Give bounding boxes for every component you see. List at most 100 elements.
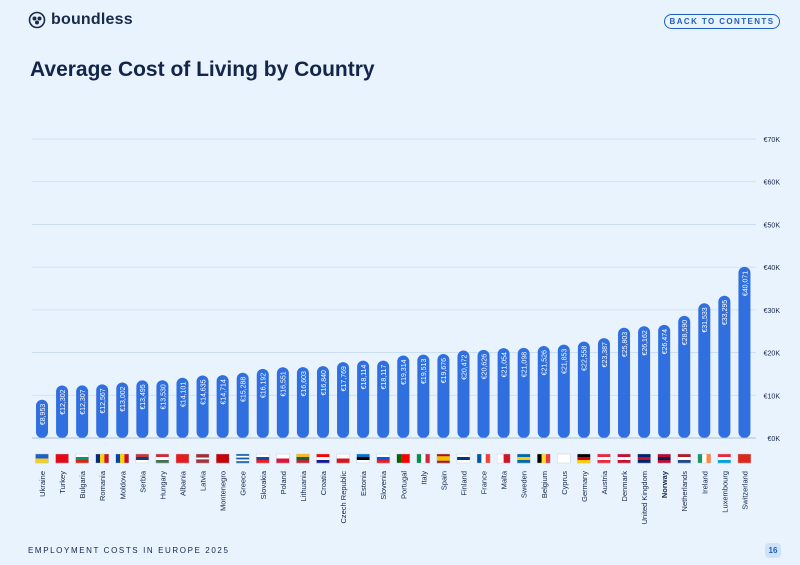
flag-stripe: [376, 460, 390, 464]
estonia-flag-icon: [356, 453, 370, 464]
category-label: Spain: [439, 471, 448, 490]
latvia-flag-icon: [195, 453, 210, 464]
hungary-flag-icon: [155, 453, 170, 464]
data-label: €12,567: [100, 388, 107, 413]
flag-stripe: [55, 454, 69, 464]
flag-stripe: [75, 454, 89, 458]
data-label: €16,192: [261, 373, 268, 398]
category-label: Denmark: [620, 471, 629, 502]
flag-stripe: [376, 454, 390, 458]
bar: [357, 360, 370, 438]
category-label: Austria: [600, 470, 609, 494]
flag-stripe: [124, 454, 129, 463]
flag-border: [537, 453, 551, 464]
flag-border: [436, 453, 451, 464]
flag-border: [597, 453, 611, 464]
flag-stripe: [577, 460, 591, 464]
turkey-flag-icon: [55, 453, 69, 464]
flag-border: [637, 453, 651, 464]
lithuania-flag-icon: [296, 453, 310, 464]
category-label: Turkey: [58, 471, 67, 494]
flag-stripe: [236, 457, 250, 460]
y-tick-label: €30K: [764, 308, 781, 315]
netherlands-flag-icon: [677, 453, 691, 464]
ukraine-flag-icon: [35, 453, 49, 464]
flag-border: [35, 453, 49, 464]
flag-stripe: [617, 460, 631, 464]
flag-stripe: [436, 456, 450, 459]
france-flag-icon: [476, 453, 491, 464]
flag-stripe: [456, 454, 470, 458]
data-label: €16,603: [301, 371, 308, 396]
flag-stripe: [316, 457, 330, 461]
category-label: Sweden: [520, 471, 529, 498]
flag-stripe: [537, 454, 542, 463]
flag-stripe: [175, 454, 189, 464]
flag-border: [657, 453, 671, 464]
flag-stripe: [196, 459, 210, 462]
data-label: €13,530: [160, 384, 167, 409]
data-label: €22,558: [582, 346, 589, 371]
flag-border: [276, 453, 290, 464]
brand-logo[interactable]: boundless: [28, 11, 133, 29]
category-label: Italy: [419, 471, 428, 485]
flag-stripe: [545, 454, 551, 463]
luxembourg-flag-icon: [717, 453, 732, 464]
data-label: €12,307: [80, 389, 87, 414]
bar: [718, 295, 731, 438]
y-tick-label: €60K: [764, 180, 781, 187]
flag-border: [617, 453, 631, 464]
flag-stripe: [436, 458, 450, 461]
flag-stripe: [356, 460, 370, 464]
data-label: €20,626: [481, 354, 488, 379]
flag-stripe: [677, 457, 691, 461]
data-label: €16,840: [321, 370, 328, 395]
bar: [256, 368, 269, 438]
flag-stripe: [75, 460, 89, 464]
data-label: €21,526: [542, 350, 549, 375]
flag-border: [55, 453, 69, 464]
flag-border: [195, 453, 210, 464]
data-label: €31,533: [702, 307, 709, 332]
data-label: €33,295: [722, 300, 729, 325]
bar: [176, 377, 189, 438]
austria-flag-icon: [597, 453, 611, 464]
flag-border: [416, 453, 431, 464]
moldova-flag-icon: [115, 453, 129, 464]
category-label: Greece: [239, 471, 248, 496]
category-label: Hungary: [158, 471, 167, 500]
bar: [196, 375, 209, 438]
flag-stripe: [236, 459, 250, 462]
category-label: Belgium: [540, 471, 549, 498]
flag-stripe: [316, 460, 330, 464]
flag-stripe: [485, 454, 491, 463]
flag-stripe: [517, 454, 531, 458]
belgium-flag-icon: [537, 453, 551, 464]
flag-stripe: [256, 460, 270, 464]
category-label: United Kingdom: [640, 471, 649, 524]
flag-stripe: [637, 460, 651, 464]
bar: [296, 367, 309, 438]
flag-stripe: [155, 460, 169, 464]
flag-stripe: [104, 454, 109, 463]
flag-stripe: [135, 460, 149, 464]
flag-stripe: [401, 454, 406, 463]
flag-stripe: [637, 454, 651, 458]
flag-stripe: [356, 454, 370, 458]
y-tick-label: €40K: [764, 265, 781, 272]
flag-stripe: [75, 457, 89, 461]
ireland-flag-icon: [697, 453, 712, 464]
category-label: Poland: [279, 471, 288, 494]
portugal-flag-icon: [396, 453, 410, 464]
flag-stripe: [677, 454, 691, 458]
flag-border: [396, 453, 410, 464]
flag-stripe: [541, 454, 547, 463]
y-tick-label: €70K: [764, 137, 781, 144]
albania-flag-icon: [175, 453, 190, 464]
flag-stripe: [697, 454, 703, 463]
bar: [618, 327, 631, 438]
flag-stripe: [657, 460, 671, 464]
bar: [497, 348, 510, 438]
flag-border: [677, 453, 691, 464]
back-to-contents-button[interactable]: BACK TO CONTENTS: [664, 14, 780, 29]
